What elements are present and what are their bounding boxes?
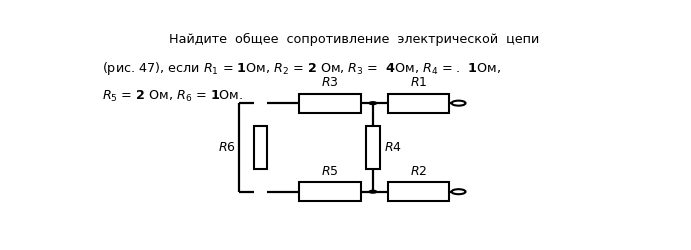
Circle shape (369, 190, 377, 193)
Text: $R1$: $R1$ (410, 76, 427, 90)
Circle shape (369, 102, 377, 104)
FancyBboxPatch shape (299, 94, 361, 113)
FancyBboxPatch shape (388, 182, 449, 201)
Text: $R_5$ = $\mathbf{2}$ Ом, $R_6$ = $\mathbf{1}$Ом.: $R_5$ = $\mathbf{2}$ Ом, $R_6$ = $\mathb… (102, 89, 244, 104)
Text: $R2$: $R2$ (410, 165, 427, 178)
Text: $R5$: $R5$ (321, 165, 339, 178)
Text: (рис. 47), если $R_1$ = $\mathbf{1}$Ом, $R_2$ = $\mathbf{2}$ Ом, $R_3$ =  $\math: (рис. 47), если $R_1$ = $\mathbf{1}$Ом, … (102, 60, 502, 77)
Text: Найдите  общее  сопротивление  электрической  цепи: Найдите общее сопротивление электрическо… (169, 33, 539, 46)
FancyBboxPatch shape (254, 126, 267, 168)
Circle shape (452, 189, 466, 194)
FancyBboxPatch shape (388, 94, 449, 113)
FancyBboxPatch shape (299, 182, 361, 201)
Circle shape (452, 101, 466, 106)
Text: $R6$: $R6$ (218, 141, 236, 154)
FancyBboxPatch shape (366, 126, 379, 168)
Text: $R4$: $R4$ (384, 141, 402, 154)
Text: $R3$: $R3$ (321, 76, 339, 90)
